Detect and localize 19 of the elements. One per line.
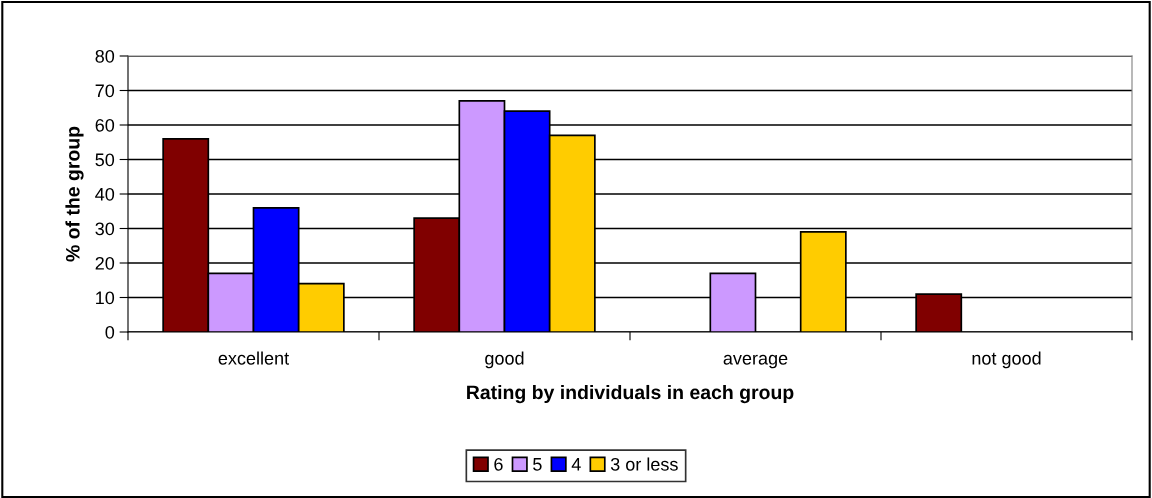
x-tick-label: excellent [218,351,289,365]
y-tick-label: 10 [96,291,115,305]
x-tick-label: not good [972,351,1041,369]
legend-label: 6 [494,457,503,471]
legend-label: 5 [533,458,542,471]
legend-label: 3 or less [610,457,678,471]
y-tick-label: 50 [95,153,115,167]
y-tick-label: 40 [95,187,115,201]
x-tick-label: good [485,351,524,369]
y-axis-title: % of the group [65,126,84,262]
x-tick-label: average [723,354,788,369]
y-tick-label: 60 [95,118,115,132]
y-tick-label: 30 [95,222,115,236]
y-tick-label: 0 [105,325,115,339]
y-tick-label: 80 [95,49,115,63]
y-tick-label: 70 [95,84,115,98]
legend-label: 4 [571,458,581,471]
x-axis-title: Rating by individuals in each group [467,384,794,404]
y-tick-label: 20 [95,256,115,270]
